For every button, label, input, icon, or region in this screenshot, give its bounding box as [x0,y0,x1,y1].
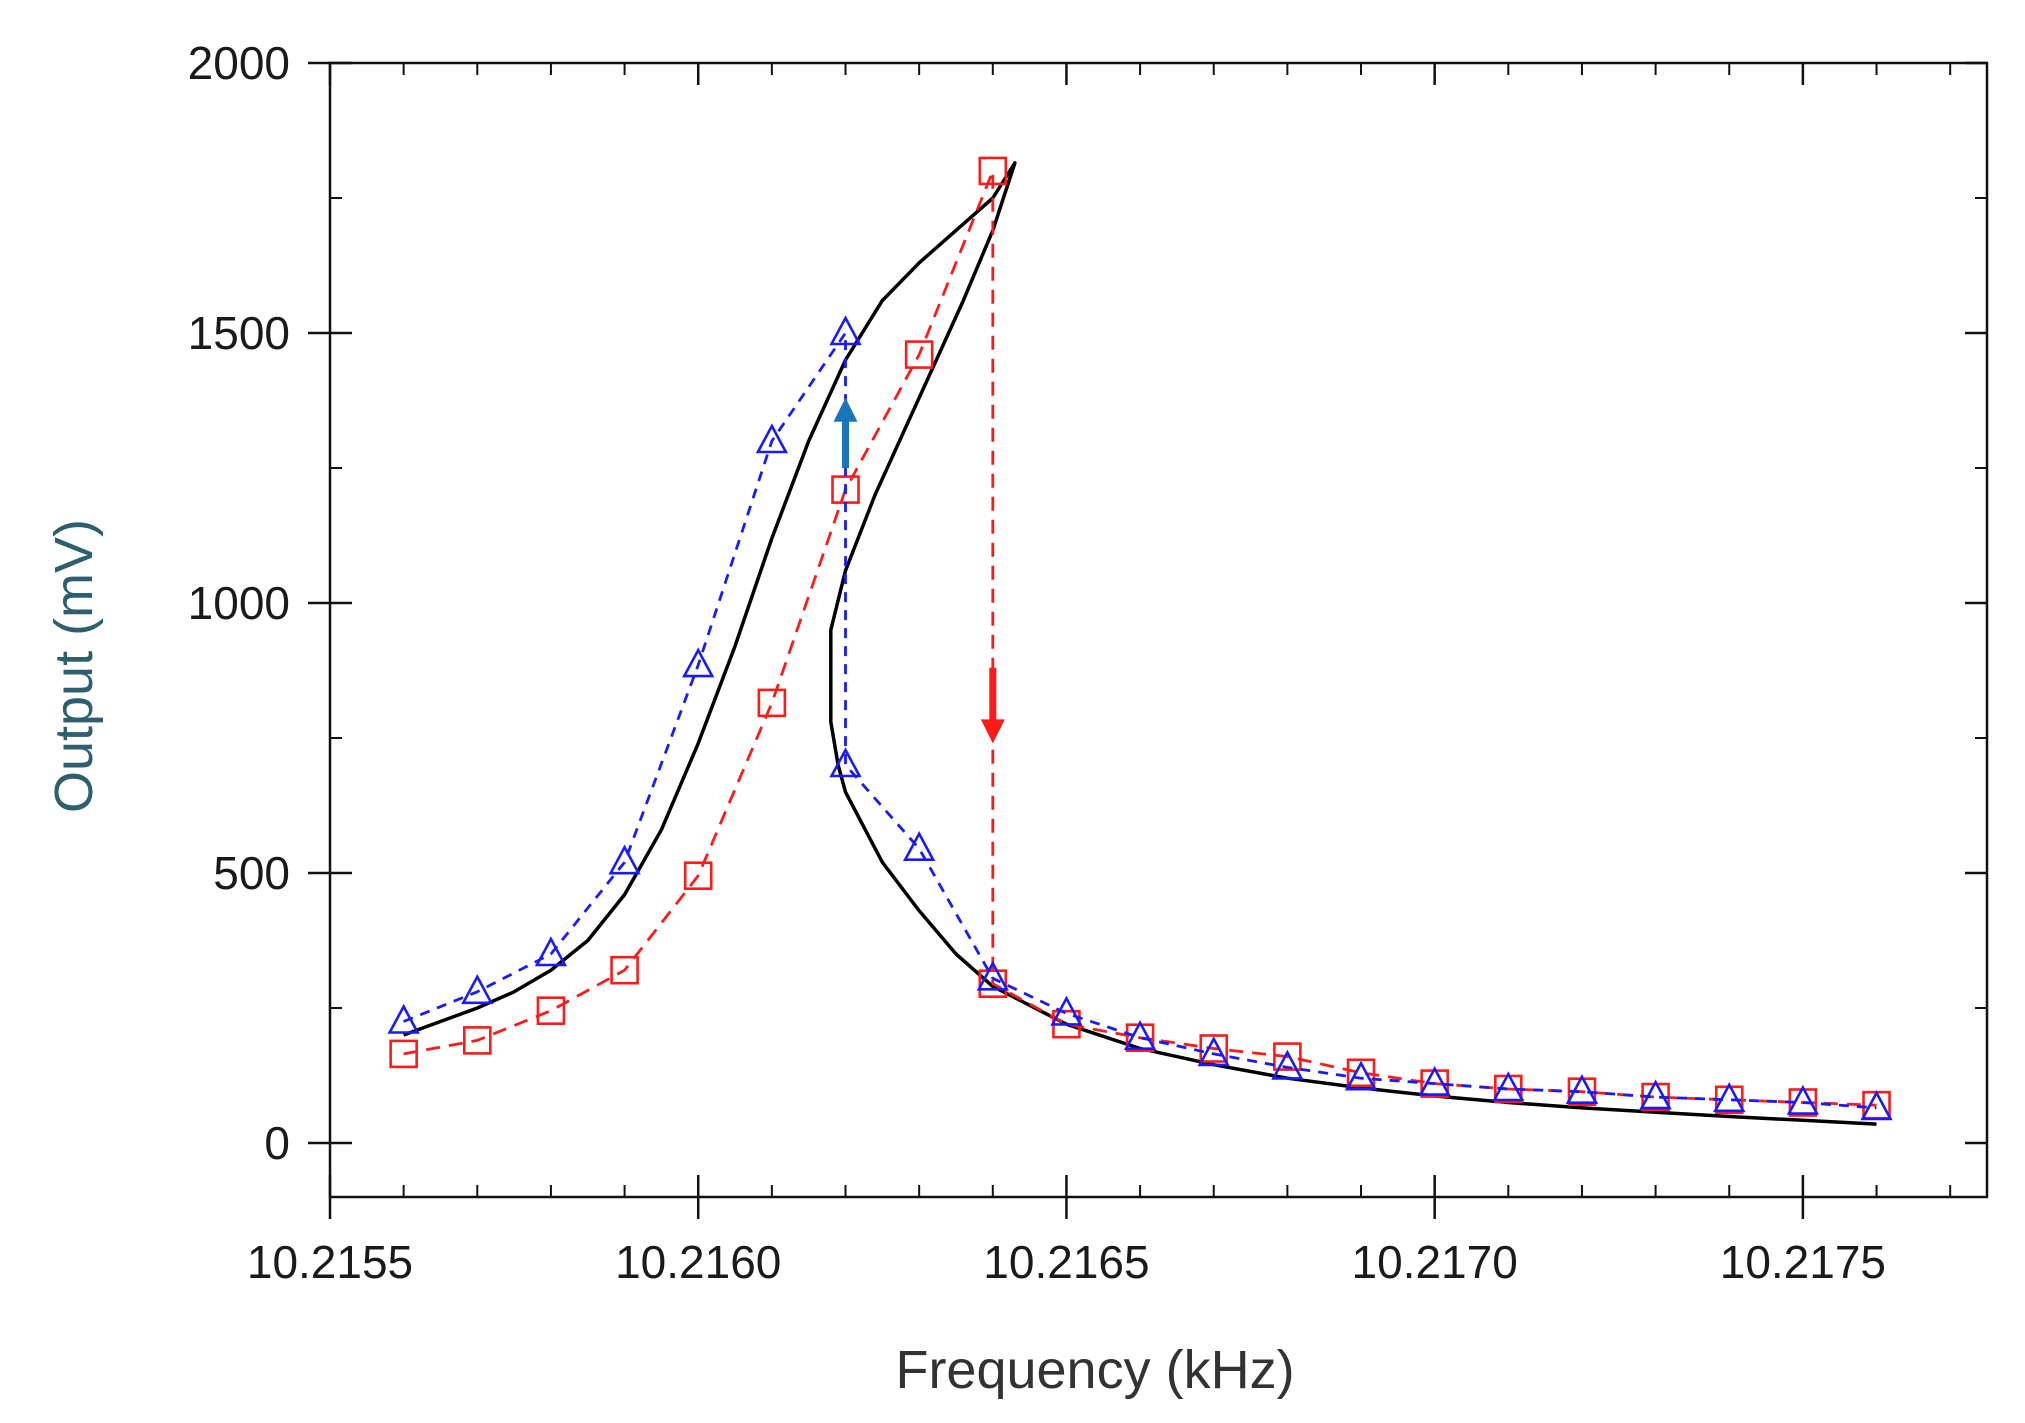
data-point-triangle [608,844,641,875]
y-axis-title: Output (mV) [44,519,104,813]
data-point-square [978,156,1008,186]
x-tick-label: 10.2170 [1352,1236,1518,1288]
data-point-triangle [534,936,568,967]
arrow-head-down [980,719,1005,744]
data-point-triangle [1786,1084,1820,1115]
data-point-triangle [829,747,862,778]
data-point-triangle [1860,1090,1893,1121]
data-point-square [757,688,787,718]
arrow-head-up [833,397,858,422]
data-point-triangle [1050,995,1083,1026]
data-point-triangle [682,647,715,678]
data-point-triangle [1197,1036,1230,1067]
x-tick-label: 10.2165 [983,1236,1149,1288]
y-tick-label: 1000 [188,577,290,629]
x-axis-title: Frequency (kHz) [895,1340,1294,1400]
data-point-triangle [387,1003,420,1034]
y-tick-label: 500 [213,847,290,899]
x-tick-label: 10.2155 [247,1236,413,1288]
data-point-square [389,1039,418,1069]
data-point-square [978,969,1008,999]
data-point-square [610,955,639,985]
tick-layer [308,61,1987,1219]
data-point-triangle [829,315,862,346]
y-tick-label: 0 [264,1117,290,1169]
annotation-layer [833,397,1005,744]
data-point-square [904,340,934,369]
series-layer [387,156,1893,1126]
data-point-square [1346,1058,1376,1088]
plot-frame [328,61,1989,1199]
data-point-square [1273,1042,1302,1071]
data-point-triangle [461,974,494,1005]
data-point-triangle [1344,1060,1378,1091]
data-point-triangle [976,960,1009,991]
data-point-square [1862,1090,1891,1120]
y-tick-label: 1500 [188,307,290,359]
data-point-triangle [1271,1049,1304,1080]
data-point-triangle [1492,1071,1525,1102]
data-point-triangle [1639,1079,1672,1110]
data-point-square [683,861,713,891]
data-point-square [536,996,566,1026]
data-point-square [1199,1034,1229,1063]
y-tick-label: 2000 [188,37,290,89]
data-point-triangle [1713,1082,1746,1113]
x-tick-label: 10.2160 [615,1236,781,1288]
data-point-triangle [755,423,789,454]
data-point-triangle [1565,1073,1599,1104]
series-line-forward-sweep [403,169,1877,1107]
tick-label-layer: 10.2155 10.2160 10.2165 10.2170 10.2175 0 500 1… [188,37,1886,1288]
series-line-backward-sweep [403,331,1877,1110]
x-tick-label: 10.2175 [1720,1236,1886,1288]
data-point-triangle [1123,1019,1157,1050]
data-point-square [462,1026,492,1055]
data-point-triangle [902,830,936,862]
data-point-triangle [1418,1065,1451,1096]
